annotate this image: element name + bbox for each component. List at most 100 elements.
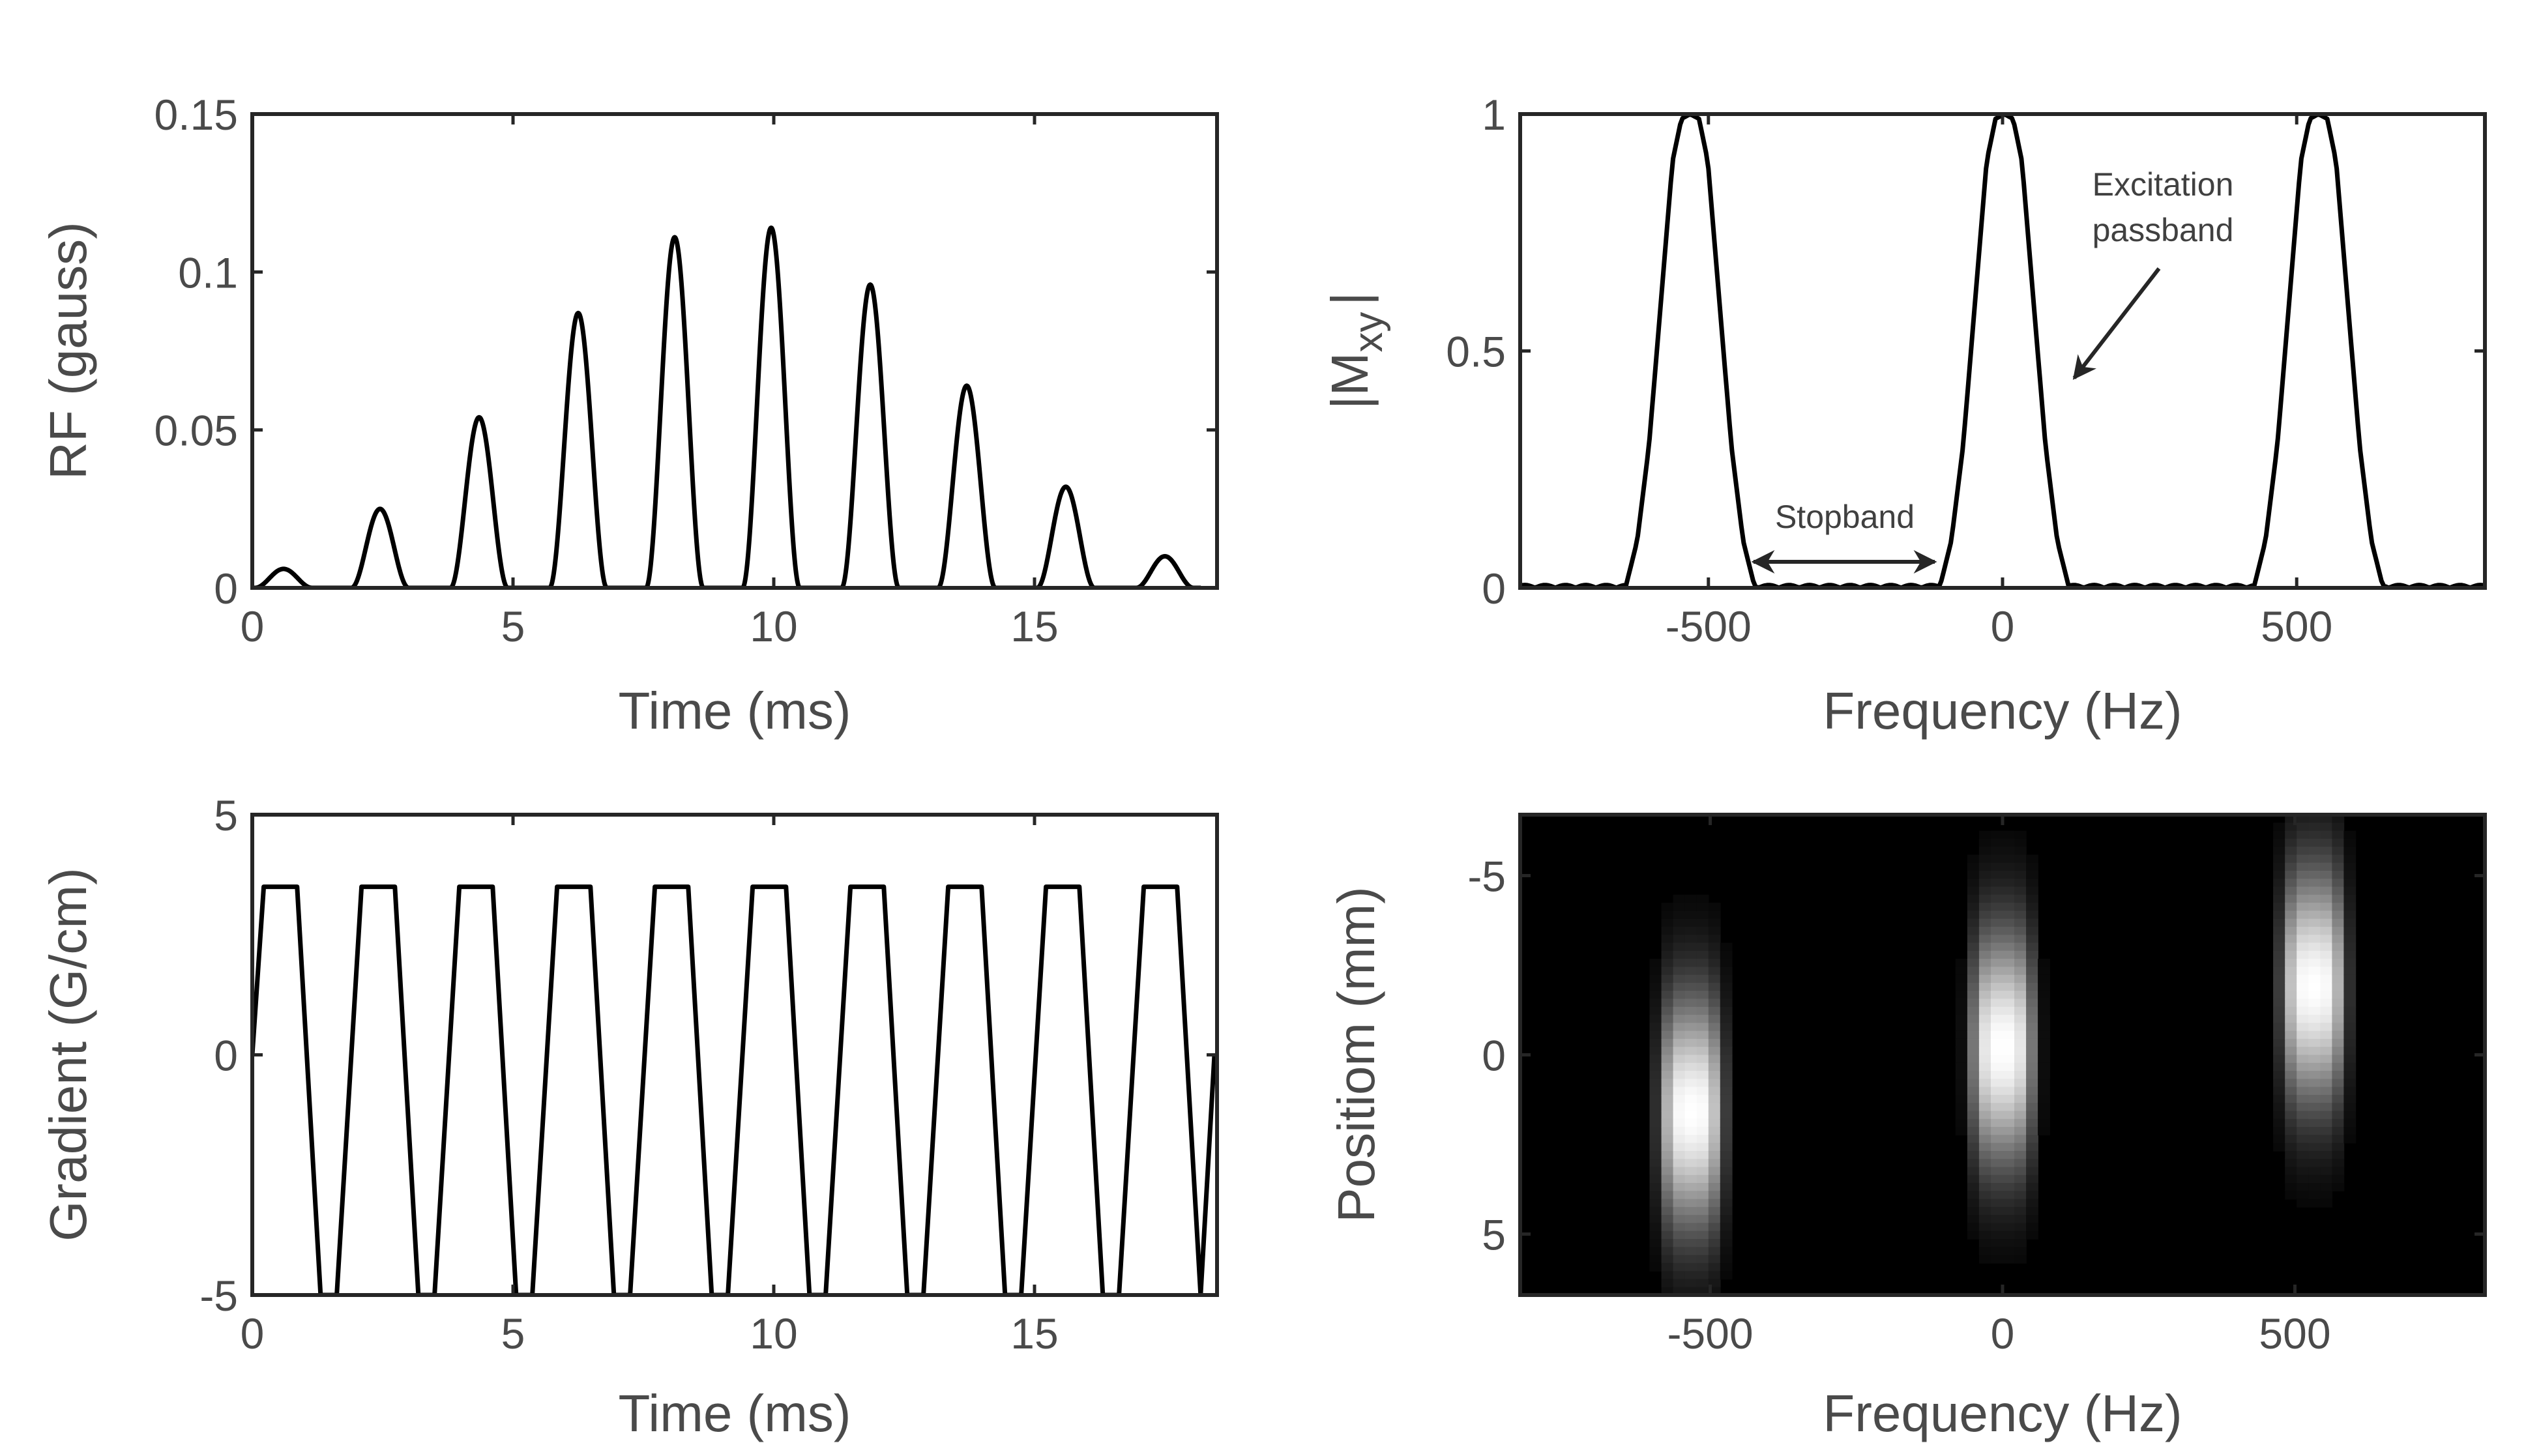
heatmap-cell xyxy=(1661,1079,1674,1088)
heatmap-cell xyxy=(1991,1006,2003,1015)
heatmap-cell xyxy=(2003,847,2015,856)
heatmap-cell xyxy=(2308,1038,2321,1047)
heatmap-cell xyxy=(2297,838,2309,847)
heatmap-cell xyxy=(2003,1062,2015,1071)
heatmap-cell xyxy=(1661,1287,1674,1295)
heatmap-cell xyxy=(1708,903,1721,912)
heatmap-cell xyxy=(1696,1150,1709,1159)
heatmap-cell xyxy=(1649,1086,1662,1096)
heatmap-cell xyxy=(2320,886,2333,895)
heatmap-cell xyxy=(2320,823,2333,832)
heatmap-cell xyxy=(1967,942,1980,952)
heatmap-cell xyxy=(2285,903,2297,912)
y-tick-label: -5 xyxy=(199,1272,238,1320)
heatmap-cell xyxy=(1684,1086,1697,1096)
heatmap-cell xyxy=(2285,974,2297,983)
heatmap-cell xyxy=(1978,1159,1991,1168)
heatmap-cell xyxy=(1991,1127,2003,1136)
heatmap-cell xyxy=(1991,1223,2003,1232)
heatmap-cell xyxy=(2026,1159,2038,1168)
heatmap-cell xyxy=(1684,903,1697,912)
heatmap-cell xyxy=(1684,1191,1697,1200)
heatmap-cell xyxy=(2332,823,2345,832)
heatmap-cell xyxy=(2308,838,2321,847)
heatmap-cell xyxy=(1991,942,2003,952)
heatmap-cell xyxy=(2003,998,2015,1008)
heatmap-cell xyxy=(1696,1062,1709,1071)
heatmap-cell xyxy=(2320,1127,2333,1136)
heatmap-cell xyxy=(2308,1127,2321,1136)
x-tick-label: 500 xyxy=(2261,602,2332,650)
heatmap-cell xyxy=(1696,1015,1709,1024)
heatmap-cell xyxy=(1967,974,1980,983)
heatmap-cell xyxy=(1696,894,1709,903)
heatmap-cell xyxy=(2285,950,2297,959)
heatmap-cell xyxy=(1684,1062,1697,1071)
heatmap-cell xyxy=(2026,879,2038,888)
heatmap-cell xyxy=(2297,1183,2309,1192)
heatmap-cell xyxy=(2026,862,2038,871)
heatmap-cell xyxy=(1684,967,1697,976)
heatmap-cell xyxy=(1967,1023,1980,1032)
heatmap-cell xyxy=(2026,950,2038,959)
heatmap-cell xyxy=(1955,1127,1968,1136)
heatmap-cell xyxy=(1991,1174,2003,1184)
heatmap-cell xyxy=(1967,1055,1980,1064)
heatmap-cell xyxy=(2003,942,2015,952)
heatmap-cell xyxy=(1649,1159,1662,1168)
heatmap-cell xyxy=(2014,862,2027,871)
heatmap-cell xyxy=(2038,1030,2050,1040)
heatmap-cell xyxy=(1661,1111,1674,1120)
heatmap-cell xyxy=(1720,1118,1733,1128)
heatmap-cell xyxy=(2320,950,2333,959)
heatmap-cell xyxy=(2285,935,2297,944)
heatmap-cell xyxy=(2343,1023,2357,1032)
heatmap-cell xyxy=(1661,959,1674,968)
heatmap-cell xyxy=(2297,847,2309,856)
heatmap-cell xyxy=(1978,879,1991,888)
heatmap-cell xyxy=(2038,1127,2050,1136)
heatmap-cell xyxy=(2343,1047,2357,1056)
heatmap-cell xyxy=(1967,1094,1980,1103)
heatmap-cell xyxy=(2297,1023,2309,1032)
heatmap-cell xyxy=(1696,903,1709,912)
heatmap-cell xyxy=(2014,1206,2027,1216)
heatmap-cell xyxy=(1978,862,1991,871)
heatmap-cell xyxy=(1684,1230,1697,1240)
heatmap-cell xyxy=(2285,942,2297,952)
heatmap-cell xyxy=(2297,862,2309,871)
heatmap-cell xyxy=(2003,886,2015,895)
heatmap-cell xyxy=(2343,1086,2357,1096)
heatmap-cell xyxy=(2285,879,2297,888)
heatmap-cell xyxy=(2003,903,2015,912)
heatmap-cell xyxy=(2285,1015,2297,1024)
heatmap-cell xyxy=(1684,894,1697,903)
heatmap-cell xyxy=(1978,1143,1991,1152)
heatmap-cell xyxy=(1720,1191,1733,1200)
heatmap-cell xyxy=(2014,918,2027,927)
y-tick-label: 0 xyxy=(1482,1032,1506,1080)
heatmap-cell xyxy=(1684,1183,1697,1192)
heatmap-cell xyxy=(1708,1118,1721,1128)
heatmap-cell xyxy=(1649,1015,1662,1024)
heatmap-cell xyxy=(1696,1255,1709,1264)
heatmap-cell xyxy=(1661,950,1674,959)
heatmap-cell xyxy=(1955,1030,1968,1040)
heatmap-cell xyxy=(2332,1135,2345,1144)
heatmap-cell xyxy=(1673,1262,1686,1272)
heatmap-cell xyxy=(2297,942,2309,952)
heatmap-cell xyxy=(1696,1103,1709,1112)
heatmap-cell xyxy=(2297,871,2309,880)
heatmap-cell xyxy=(1720,1062,1733,1071)
heatmap-cell xyxy=(1708,1174,1721,1184)
heatmap-cell xyxy=(1673,1015,1686,1024)
heatmap-cell xyxy=(1978,1006,1991,1015)
heatmap-cell xyxy=(1649,974,1662,983)
heatmap-cell xyxy=(1696,1159,1709,1168)
heatmap-cell xyxy=(2014,1215,2027,1224)
heatmap-cell xyxy=(2014,1111,2027,1120)
heatmap-cell xyxy=(2332,1055,2345,1064)
heatmap-cell xyxy=(2026,1086,2038,1096)
heatmap-cell xyxy=(1708,1086,1721,1096)
heatmap-cell xyxy=(1720,1135,1733,1144)
